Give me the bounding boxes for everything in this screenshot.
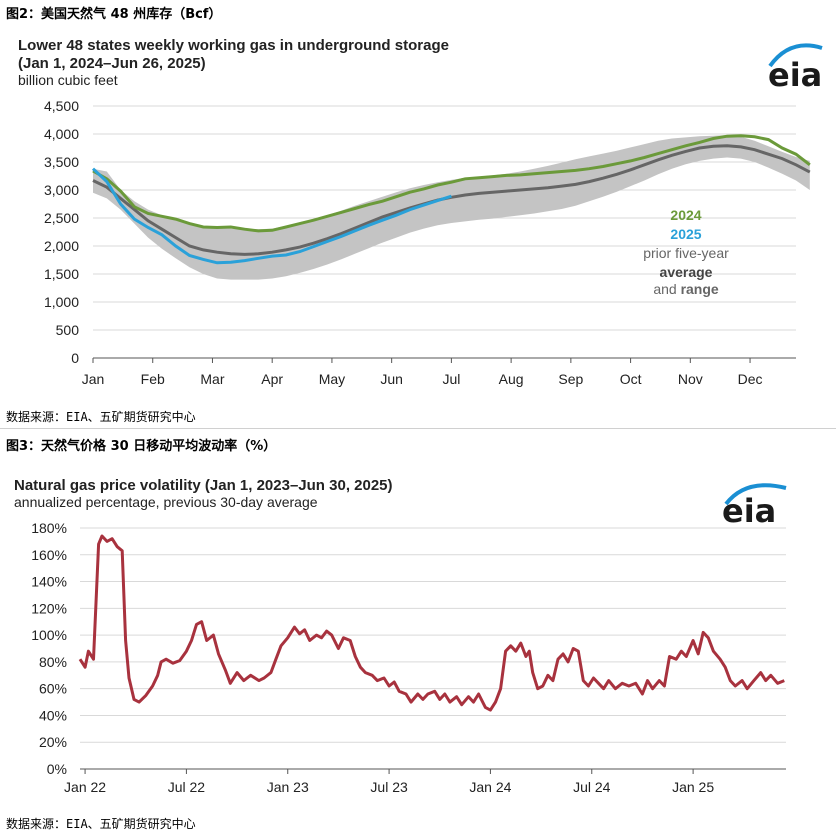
- storage-chart: Lower 48 states weekly working gas in un…: [18, 37, 823, 387]
- chart3-y-tick-label: 60%: [39, 681, 67, 697]
- chart3-y-tick-label: 160%: [31, 547, 67, 563]
- legend-range: range: [681, 281, 719, 297]
- series-2024-line: [92, 134, 811, 233]
- chart2-y-tick-label: 3,500: [44, 154, 79, 170]
- chart2-y-tick-label: 4,000: [44, 126, 79, 142]
- chart2-y-tick-label: 2,500: [44, 210, 79, 226]
- chart3-x-tick-label: Jul 24: [573, 779, 611, 795]
- chart2-y-tick-label: 3,000: [44, 182, 79, 198]
- chart3-title: Natural gas price volatility (Jan 1, 202…: [14, 477, 393, 494]
- chart3-x-tick-label: Jan 23: [267, 779, 309, 795]
- chart3-y-tick-label: 140%: [31, 574, 67, 590]
- chart2-x-tick-label: Aug: [499, 371, 524, 387]
- chart2-title-line2: (Jan 1, 2024–Jun 26, 2025): [18, 55, 206, 72]
- chart2-x-tick-label: Jul: [442, 371, 460, 387]
- chart3-y-tick-label: 180%: [31, 520, 67, 536]
- legend-and: and: [653, 281, 676, 297]
- chart3-x-tick-label: Jan 24: [469, 779, 511, 795]
- legend-prior-five-year: prior five-year: [643, 245, 729, 261]
- chart3-x-tick-label: Jul 23: [370, 779, 408, 795]
- legend-and-range: and range: [653, 281, 719, 297]
- chart2-x-tick-label: Feb: [141, 371, 165, 387]
- chart2-y-tick-label: 0: [71, 350, 79, 366]
- chart2-x-tick-label: Sep: [558, 371, 583, 387]
- chart2-y-tick-label: 1,500: [44, 266, 79, 282]
- chart3-y-tick-label: 120%: [31, 600, 67, 616]
- chart2-y-tick-label: 2,000: [44, 238, 79, 254]
- chart3-x-axis: Jan 22 Jul 22 Jan 23 Jul 23 Jan 24 Jul 24 Jan …: [64, 769, 714, 795]
- chart2-y-axis: 4,500 4,000 3,500 3,000 2,500 2,000 1,500 1,000…: [44, 98, 79, 366]
- eia-logo-swoosh: [724, 483, 787, 506]
- chart2-x-tick-label: Jan: [82, 371, 105, 387]
- eia-logo: eia: [768, 43, 823, 94]
- chart3-y-tick-label: 40%: [39, 707, 67, 723]
- chart3-y-axis: 180% 160% 140% 120% 100% 80% 60% 40% 20% 0%: [31, 520, 67, 777]
- legend-2024: 2024: [670, 207, 701, 223]
- figure-divider: [0, 428, 836, 429]
- chart3-x-tick-label: Jan 22: [64, 779, 106, 795]
- chart3-y-tick-label: 0%: [47, 761, 67, 777]
- eia-logo: eia: [722, 483, 787, 530]
- chart3-y-tick-label: 80%: [39, 654, 67, 670]
- chart2-x-tick-label: Apr: [261, 371, 283, 387]
- chart2-x-tick-label: Nov: [678, 371, 703, 387]
- eia-logo-text: eia: [722, 492, 776, 530]
- legend-2025: 2025: [670, 226, 701, 242]
- chart3-x-tick-label: Jan 25: [672, 779, 714, 795]
- chart3-y-tick-label: 20%: [39, 734, 67, 750]
- volatility-chart: Natural gas price volatility (Jan 1, 202…: [14, 477, 787, 795]
- chart2-legend: 2024 2025 prior five-year average and ra…: [643, 207, 729, 297]
- eia-logo-text: eia: [768, 56, 822, 94]
- chart2-y-tick-label: 4,500: [44, 98, 79, 114]
- figure-2-source: 数据来源：EIA、五矿期货研究中心: [6, 410, 196, 424]
- chart3-subtitle: annualized percentage, previous 30-day a…: [14, 494, 318, 510]
- figure-3-source: 数据来源：EIA、五矿期货研究中心: [6, 817, 196, 831]
- series-2025-line: [91, 167, 452, 265]
- chart2-x-tick-label: Oct: [620, 371, 642, 387]
- volatility-line: [78, 534, 785, 712]
- chart2-y-tick-label: 1,000: [44, 294, 79, 310]
- chart2-y-unit-label: billion cubic feet: [18, 72, 118, 88]
- chart2-x-tick-label: Dec: [738, 371, 763, 387]
- chart2-y-tick-label: 500: [56, 322, 80, 338]
- chart2-x-axis: Jan Feb Mar Apr May Jun Jul Aug Sep Oct Nov Dec: [82, 358, 763, 387]
- eia-logo-swoosh: [768, 43, 823, 68]
- chart2-title-line1: Lower 48 states weekly working gas in un…: [18, 37, 449, 54]
- chart2-x-tick-label: Jun: [380, 371, 403, 387]
- figure-2-caption: 图2：美国天然气 48 州库存（Bcf）: [6, 7, 222, 22]
- chart2-x-tick-label: Mar: [200, 371, 224, 387]
- figure-3-caption: 图3：天然气价格 30 日移动平均波动率（%）: [6, 439, 277, 454]
- chart3-gridlines: [80, 527, 786, 770]
- chart3-x-tick-label: Jul 22: [168, 779, 206, 795]
- legend-average: average: [660, 264, 713, 280]
- chart2-x-tick-label: May: [319, 371, 345, 387]
- chart3-y-tick-label: 100%: [31, 627, 67, 643]
